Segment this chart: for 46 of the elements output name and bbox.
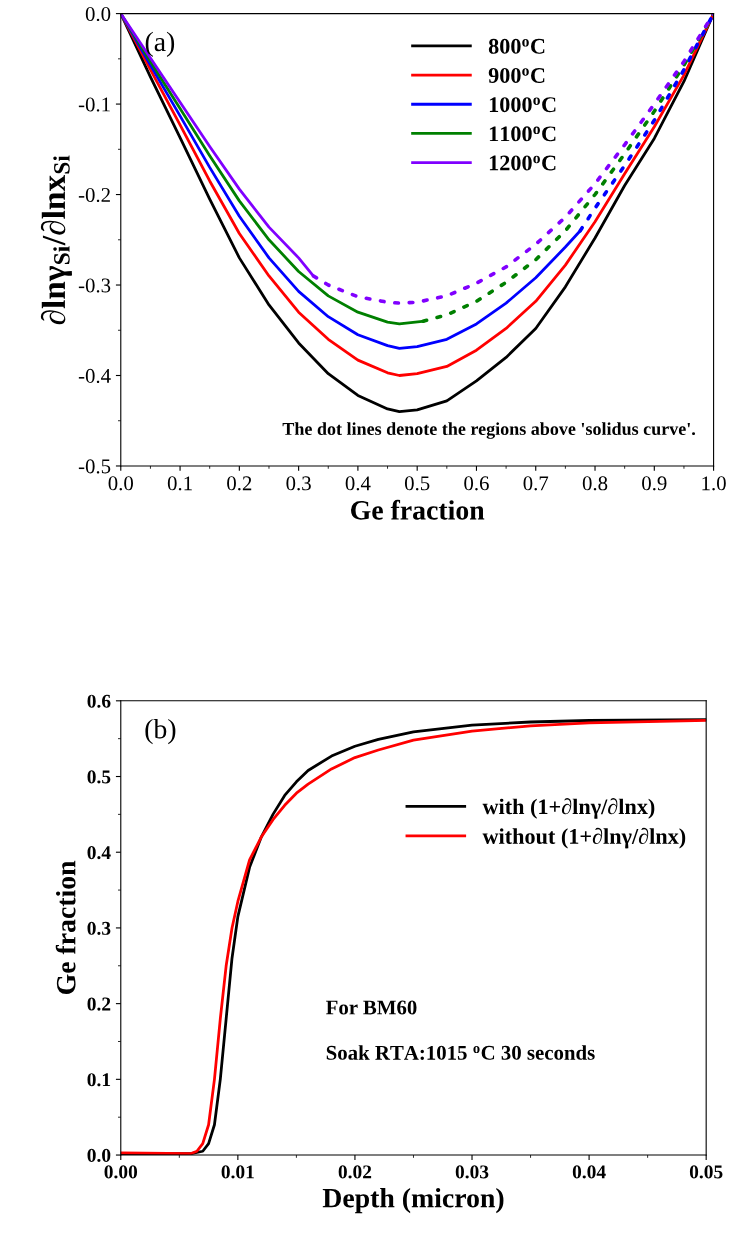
legend-label: without (1+∂lnγ/∂lnx) [482,827,686,849]
x-tick-label: 0.5 [404,476,430,491]
x-tick-label: 0.05 [689,1165,723,1179]
x-tick-label: 0.7 [523,476,549,491]
legend-label: 900$^{o}$C [488,67,545,83]
x-tick-label: 0.04 [572,1165,606,1179]
y-tick-label: -0.4 [78,368,111,384]
y-tick-label: 0.3 [87,921,111,935]
legend-label: 1200$^{o}$C [489,155,556,171]
annotation: For BM60 [326,1000,417,1015]
y-tick-label: 0.2 [87,997,111,1011]
x-tick-label: 0.6 [464,476,489,491]
legend-label: 800$^{o}$C [488,38,545,54]
y-axis-title: Ge fraction [55,860,76,995]
annotation: Soak RTA:1015 $^{o}$C 30 seconds [326,1045,595,1060]
y-tick-label: 0.0 [87,1148,111,1163]
y-tick-label: -0.1 [78,97,110,112]
y-tick-label: -0.2 [78,187,110,203]
x-tick-label: 0.00 [104,1165,138,1179]
x-tick-label: 0.4 [345,476,371,491]
legend-label: with (1+∂lnγ/∂lnx) [482,798,655,819]
annotation: (a) [145,31,175,57]
x-tick-label: 0.01 [221,1165,254,1179]
annotation: (b) [145,718,176,745]
x-tick-label: 1.0 [702,476,726,491]
x-tick-label: 0.8 [582,476,608,491]
y-tick-label: -0.5 [78,459,111,474]
x-tick-label: 0.2 [227,476,252,491]
x-tick-label: 0.3 [286,476,311,491]
x-tick-label: 0.02 [338,1165,372,1179]
y-axis-title: ∂lnγ$_{Si}$/∂lnx$_{Si}$ [40,155,72,325]
y-tick-label: 0.0 [85,6,111,22]
x-tick-label: 0.0 [108,476,134,491]
annotation: The dot lines denote the regions above 'solidus curve'. [282,422,696,439]
x-axis-title: Depth (micron) [322,1187,504,1214]
legend-label: 1100$^{o}$C [489,126,556,142]
x-tick-label: 0.1 [167,476,192,491]
y-tick-label: -0.3 [78,278,111,293]
y-tick-label: 0.6 [87,694,111,708]
y-tick-label: 0.5 [87,770,111,784]
legend-label: 1000$^{o}$C [489,97,556,113]
x-tick-label: 0.03 [455,1165,489,1179]
y-tick-label: 0.4 [87,846,111,860]
y-tick-label: 0.1 [87,1073,111,1087]
x-tick-label: 0.9 [642,476,667,491]
x-axis-title: Ge fraction [351,499,485,520]
